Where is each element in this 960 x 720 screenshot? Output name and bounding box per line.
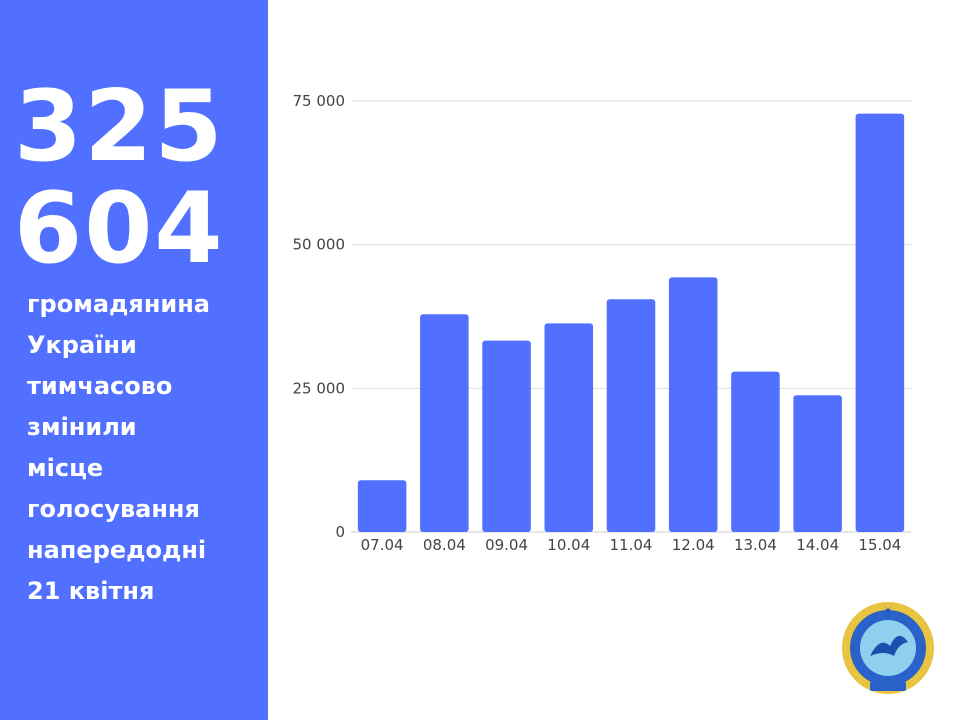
x-tick-label: 12.04 [672,536,715,554]
y-tick-label: 75 000 [293,92,346,110]
headline-description: громадянина України тимчасово змінили мі… [27,284,210,612]
description-line: місце [27,454,104,482]
bar-12.04 [668,277,718,532]
x-tick-label: 07.04 [361,536,404,554]
headline-number-line2: 604 [14,172,225,286]
description-line: 21 квітня [27,577,155,605]
bar-13.04 [731,371,780,532]
description-line: тимчасово [27,372,173,400]
description-line: напередодні [27,536,207,564]
bar-11.04 [606,299,656,532]
y-tick-label: 50 000 [293,236,346,254]
x-tick-label: 14.04 [796,536,839,554]
x-tick-label: 11.04 [610,536,653,554]
description-line: змінили [27,413,137,441]
x-tick-label: 15.04 [858,536,901,554]
bar-14.04 [793,395,842,532]
description-line: України [27,331,137,359]
headline-panel: 325 604 громадянина України тимчасово зм… [0,0,268,720]
bar-07.04 [357,480,407,532]
description-line: громадянина [27,290,210,318]
bar-08.04 [420,314,469,532]
headline-number-line1: 325 [14,70,225,184]
description-line: голосування [27,495,200,523]
bar-10.04 [544,323,594,532]
x-tick-label: 08.04 [423,536,466,554]
x-tick-label: 13.04 [734,536,777,554]
y-tick-label: 0 [335,523,345,541]
x-tick-label: 09.04 [485,536,528,554]
x-tick-label: 10.04 [547,536,590,554]
bar-15.04 [855,113,905,532]
y-tick-label: 25 000 [293,379,346,397]
bar-09.04 [482,340,531,532]
cec-emblem-icon [842,602,934,694]
